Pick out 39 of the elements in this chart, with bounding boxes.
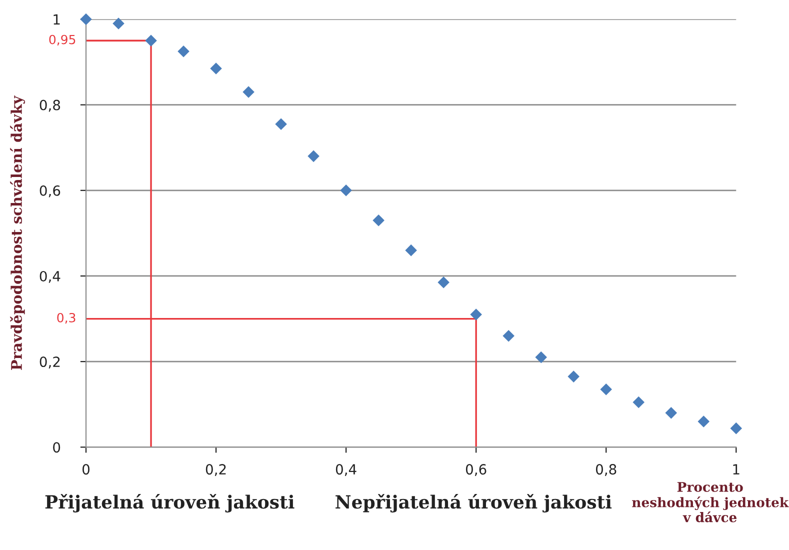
y-tick-label: 0,4 xyxy=(40,270,60,283)
x-tick-label: 0,4 xyxy=(336,464,356,476)
point xyxy=(275,118,287,130)
point xyxy=(730,422,742,434)
ref-line-label: 0,95 xyxy=(49,34,76,46)
x-tick-label: 0 xyxy=(82,464,90,475)
point xyxy=(502,330,514,342)
point xyxy=(633,396,644,408)
point xyxy=(242,86,254,98)
y-tick-label: 0,2 xyxy=(40,356,60,368)
point xyxy=(666,407,677,419)
x-tick-label: 0,6 xyxy=(466,464,486,476)
y-tick-label: 0,6 xyxy=(40,185,60,198)
x-tick-label: 0,8 xyxy=(596,464,616,476)
point xyxy=(210,62,222,74)
text: Nepřijatelná úroveň jakosti xyxy=(336,494,612,512)
point xyxy=(698,416,710,428)
y-tick-label: 1 xyxy=(54,14,60,25)
x-tick-label: 1 xyxy=(733,464,740,474)
text: Přijatelná úroveň jakosti xyxy=(45,494,294,512)
point xyxy=(438,276,450,288)
point xyxy=(568,370,580,382)
point xyxy=(80,14,92,25)
point xyxy=(112,18,124,30)
point xyxy=(340,184,352,196)
point xyxy=(405,244,417,256)
x-tick-label: 0,2 xyxy=(206,464,226,476)
ref-line-label: 0,3 xyxy=(57,312,76,324)
point xyxy=(600,384,612,395)
point xyxy=(308,150,320,162)
y-axis-title: Pravděpodobnost schválení dávky xyxy=(10,95,26,370)
y-tick-label: 0 xyxy=(53,442,60,453)
point xyxy=(372,214,384,226)
point xyxy=(470,308,482,320)
point xyxy=(178,46,190,57)
point xyxy=(535,352,547,363)
point xyxy=(145,35,157,46)
x-axis-title: Procento neshodných jednotek v dávce xyxy=(632,482,789,522)
y-tick-label: 0,8 xyxy=(40,100,60,112)
